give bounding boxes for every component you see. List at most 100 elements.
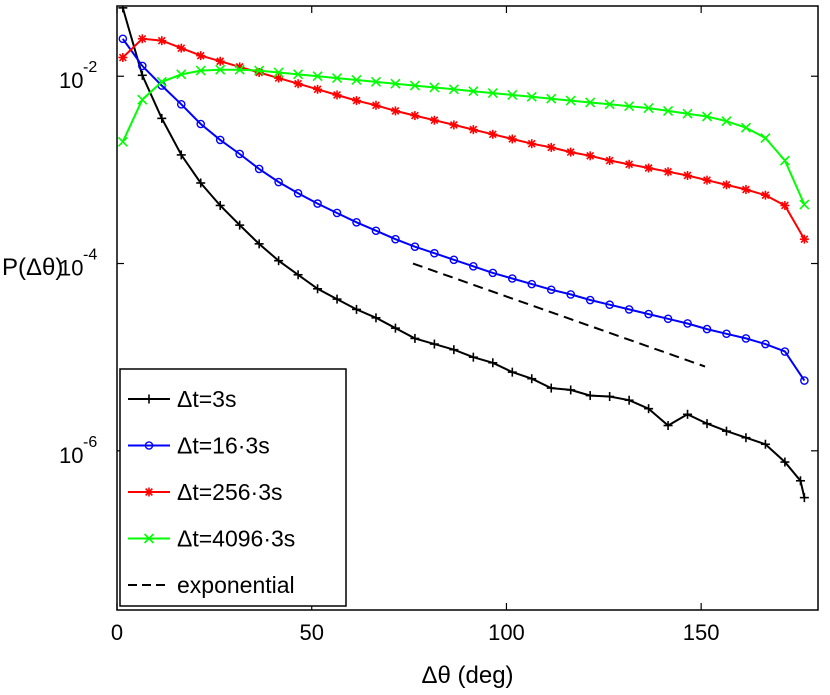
series-3-point-35 [799,199,810,210]
series-2-point-24 [585,151,595,161]
series-1-point-9 [293,188,303,198]
series-2-point-12 [352,96,362,106]
series-3-point-5 [215,64,226,75]
x-tick-label-3: 150 [683,620,720,645]
series-0-point-0 [118,6,128,13]
series-2-point-0 [118,53,128,63]
x-axis-label: Δθ (deg) [421,662,513,689]
series-3-point-25 [604,99,615,110]
series-3-point-24 [585,97,596,108]
series-3 [117,64,810,210]
series-0-point-36 [799,493,809,503]
series-0-point-26 [624,395,634,405]
series-2-point-35 [799,234,809,244]
series-1-point-24 [585,295,595,305]
series-2-point-16 [429,115,439,125]
series-1-point-35 [800,376,809,385]
y-tick-label-2: 10-6 [59,434,97,468]
series-1-point-19 [488,268,498,278]
series-0-point-1 [137,70,147,80]
series-0 [118,6,809,503]
series-2-point-34 [780,200,790,210]
series-3-point-19 [487,88,498,99]
series-2-point-5 [215,56,225,66]
series-1-point-5 [215,135,225,145]
series-0-point-4 [196,178,206,188]
exponential-reference-line [412,262,706,368]
series-2-point-32 [741,185,751,195]
series-3-point-22 [546,93,557,104]
series-3-point-23 [565,95,576,106]
series-3-point-3 [176,69,187,80]
series-3-point-7 [254,65,265,76]
series-1-point-34 [780,347,790,356]
series-1-point-23 [566,290,576,299]
series-0-point-18 [468,352,478,362]
series-3-point-11 [331,73,343,84]
legend-label-4: exponential [177,572,295,598]
series-0-point-15 [410,333,420,343]
series-3-point-32 [740,122,752,133]
series-0-point-24 [585,391,595,401]
series-1-point-4 [196,119,206,129]
series-2-point-17 [449,120,459,130]
x-tick-label-0: 0 [111,620,123,645]
series-0-point-28 [663,421,673,431]
legend-label-2: Δt=256·3s [177,479,283,505]
series-1-point-27 [644,309,653,319]
series-0-point-9 [293,270,303,280]
series-2-point-28 [663,167,673,177]
series-3-point-33 [760,132,771,144]
series-1-point-3 [176,100,186,109]
y-tick-label-exp-1: -4 [83,247,97,264]
series-1-point-8 [274,177,283,187]
series-1-point-6 [235,149,244,159]
series-1-point-28 [663,314,673,324]
reference-line-layer [412,262,706,368]
series-0-point-22 [546,383,556,393]
series-2-point-18 [468,125,478,135]
series-3-point-21 [526,91,537,102]
series-2-point-23 [566,147,576,157]
y-tick-label-exp-2: -6 [83,434,97,451]
series-1 [118,34,809,385]
series-1-point-7 [254,164,264,174]
series-2-point-27 [644,163,654,173]
series-3-point-6 [234,64,245,75]
y-tick-label-exp-0: -2 [83,59,97,76]
legend-label-3: Δt=4096·3s [177,526,295,552]
series-2-point-30 [702,175,712,185]
legend-marker-3 [143,533,155,544]
series-3-point-9 [293,69,304,80]
series-2-point-29 [683,170,693,180]
series-3-point-4 [195,65,206,76]
series-0-point-33 [760,439,770,449]
series-0-point-34 [780,457,790,467]
series-0-point-6 [235,220,245,230]
series-3-point-16 [429,82,440,93]
series-3-point-20 [507,89,518,101]
legend-item-3: Δt=4096·3s [128,526,295,552]
series-2-point-10 [313,84,323,94]
series-3-point-15 [409,80,420,91]
series-2-point-25 [605,156,615,166]
series-0-point-31 [721,426,731,436]
series-2-point-26 [624,159,634,169]
series-3-point-29 [682,108,693,119]
series-3-point-18 [468,86,479,97]
series-0-point-32 [741,433,751,443]
legend: Δt=3s Δt=16·3s Δt=256·3s Δt=4096·3s exponent… [119,368,347,607]
series-0-point-17 [449,345,459,355]
series-2-point-13 [371,100,381,110]
series-1-point-17 [449,255,459,265]
series-layer [117,6,810,503]
series-0-point-7 [254,239,264,249]
legend-marker-1 [144,441,154,450]
series-0-point-25 [605,391,615,401]
series-0-point-20 [507,367,517,377]
series-3-point-1 [137,94,148,105]
legend-item-1: Δt=16·3s [128,433,270,459]
series-2-point-33 [760,190,770,200]
